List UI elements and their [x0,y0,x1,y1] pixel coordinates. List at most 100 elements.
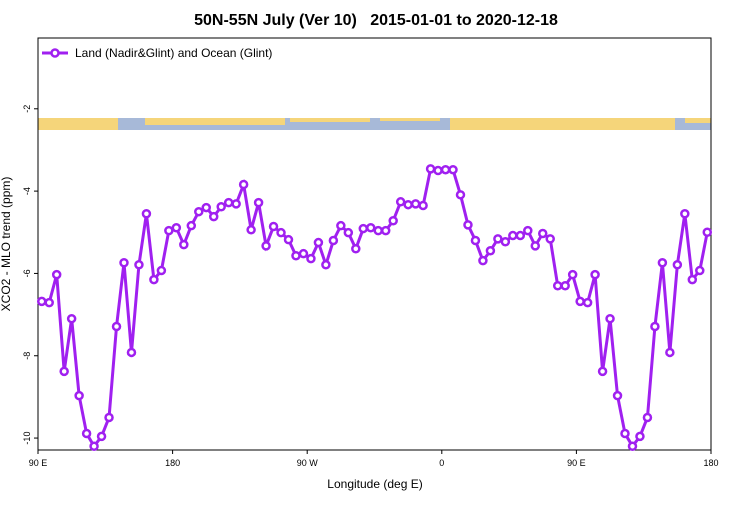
data-point [567,269,578,280]
x-tick-label: 0 [439,458,444,468]
data-point [523,225,533,236]
data-point [635,431,645,442]
y-tick-label: -8 [22,352,32,360]
data-point [448,164,458,175]
data-point [246,225,256,235]
data-point [605,313,615,324]
data-point [500,236,511,247]
data-point [231,199,241,209]
series-line [41,167,709,449]
data-point [590,269,600,280]
data-point [36,296,47,307]
data-point [126,347,137,358]
legend-label: Land (Nadir&Glint) and Ocean (Glint) [75,46,272,60]
data-point [582,297,593,308]
data-point [620,428,630,439]
data-point [470,235,481,246]
data-point [560,281,570,291]
data-point [51,269,62,280]
data-point [672,260,683,270]
data-point [336,220,346,231]
data-point [328,235,339,246]
data-point [59,366,69,377]
data-point [119,257,129,268]
y-axis-label: XCO2 - MLO trend (ppm) [0,177,13,312]
data-point [538,228,548,239]
data-point [403,199,413,210]
data-point [455,190,466,200]
data-point [650,321,660,332]
data-point [104,412,114,423]
data-point [141,208,152,219]
data-point [680,208,690,219]
data-point [238,179,249,190]
data-point [358,223,369,234]
data-point [171,222,182,233]
plot-frame [37,37,712,451]
y-tick-label: -6 [22,269,32,277]
data-point [283,234,294,245]
data-point [627,441,638,452]
data-point [687,274,698,285]
data-point [478,255,488,266]
data-point [321,260,331,270]
x-tick-label: 90 W [297,458,319,468]
data-point [388,215,398,226]
data-point [343,227,354,238]
data-point [44,297,54,308]
data-point [530,241,541,251]
data-point [351,243,361,254]
data-point [575,296,585,307]
data-point [164,225,174,236]
data-point [508,230,518,241]
data-point [201,202,211,213]
data-point [81,428,92,439]
data-point [111,321,122,332]
data-point [313,237,324,248]
data-point [552,281,563,291]
data-point [493,234,503,244]
data-point [134,260,144,270]
data-point [657,257,668,268]
land-ocean-strip [38,118,711,130]
data-point [395,197,406,207]
x-tick-label: 90 E [29,458,48,468]
data-point [186,220,197,231]
data-point [545,234,555,244]
data-point [208,211,219,222]
data-point [642,412,653,423]
data-point [695,265,705,276]
data-point [261,241,271,251]
data-point [66,313,77,324]
data-point [380,225,391,236]
legend-marker [50,48,60,58]
data-point [463,220,473,230]
y-tick-label: -10 [22,432,32,445]
data-point [433,165,443,176]
x-tick-label: 180 [165,458,180,468]
x-tick-label: 180 [703,458,718,468]
data-point [149,274,159,285]
data-point [515,230,526,241]
data-point [366,222,376,233]
data-point [485,246,496,256]
x-axis-label: Longitude (deg E) [327,477,422,491]
data-point [291,250,301,261]
chart-title: 50N-55N July (Ver 10) 2015-01-01 to 2020… [194,12,558,29]
data-point [216,202,226,212]
data-point [223,197,234,208]
data-point [306,253,316,264]
data-point [665,347,675,358]
x-tick-label: 90 E [567,458,586,468]
y-tick-label: -2 [22,105,32,113]
data-point [425,164,436,174]
data-point [179,239,189,250]
data-point [276,227,286,238]
data-point [298,248,309,259]
data-point [410,199,421,209]
data-point [418,200,428,211]
data-point [89,441,99,452]
data-point [156,265,167,276]
y-tick-label: -4 [22,187,32,195]
